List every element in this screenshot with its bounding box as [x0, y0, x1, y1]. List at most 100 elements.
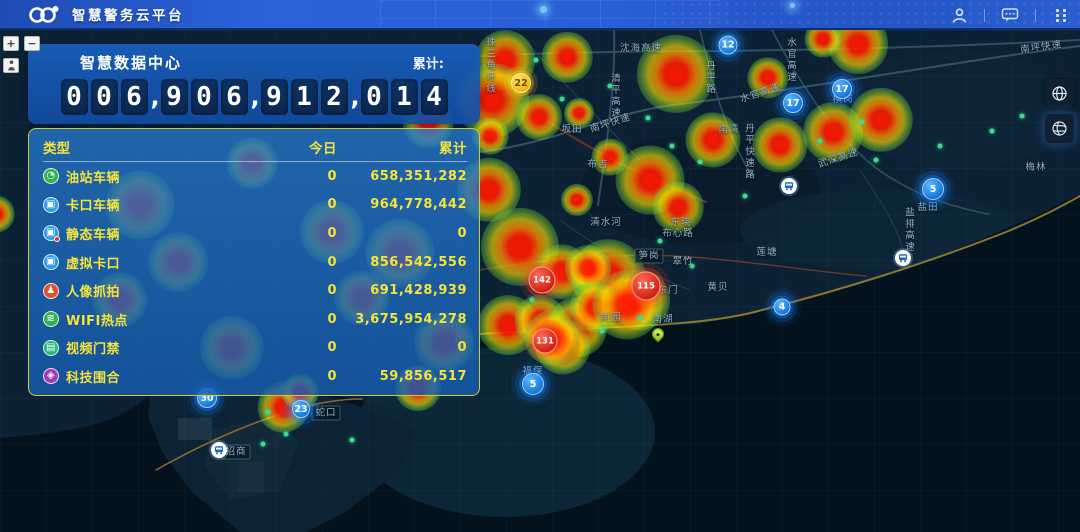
row-label: 油站车辆 — [66, 170, 121, 186]
stats-row[interactable]: ◈ 科技围合 0 59,856,517 — [43, 362, 467, 391]
map-place-label: 布吉 — [587, 159, 609, 170]
stats-row[interactable]: ▤ 视频门禁 0 0 — [43, 334, 467, 363]
locate-button[interactable] — [3, 58, 19, 73]
map-place-label: 水官高速 — [785, 37, 796, 83]
row-today-value: 0 — [327, 340, 337, 356]
row-label: 人像抓拍 — [66, 285, 121, 301]
app-title: 智慧警务云平台 — [72, 8, 184, 24]
cluster-marker[interactable]: 12 — [718, 35, 738, 55]
stats-row[interactable]: ▣ 静态车辆 0 0 — [43, 219, 467, 248]
panel-title: 智慧数据中心 — [80, 54, 183, 72]
map-place-label: 珠三角环线 — [484, 37, 495, 95]
total-label: 累计: — [412, 57, 444, 72]
cluster-marker[interactable]: 115 — [631, 271, 661, 301]
map-place-label: 翠竹 — [672, 256, 694, 267]
camera-dot — [859, 119, 865, 125]
header-divider — [1035, 8, 1036, 22]
camera-dot — [645, 115, 651, 121]
cluster-marker[interactable]: 142 — [528, 266, 556, 294]
globe-style-icon[interactable] — [1045, 114, 1074, 143]
row-total-value: 691,428,939 — [370, 283, 467, 299]
zoom-out-button[interactable]: − — [24, 36, 40, 51]
globe-layers-icon[interactable] — [1045, 79, 1074, 108]
cluster-marker[interactable]: 17 — [783, 93, 803, 113]
zoom-in-button[interactable]: + — [3, 36, 19, 51]
row-today-value: 0 — [327, 197, 337, 213]
camera-dot — [349, 437, 355, 443]
car-icon: ▣ — [43, 196, 59, 213]
counter-digit: 0 — [190, 79, 218, 115]
row-label: WIFI热点 — [66, 313, 128, 329]
map-place-label: 丹平快速路 — [743, 123, 754, 181]
counter-digit: 1 — [290, 79, 318, 115]
header-glow-dot — [790, 3, 795, 8]
cluster-marker[interactable]: 23 — [292, 400, 310, 418]
alert-badge — [54, 236, 60, 243]
camera-dot — [265, 409, 271, 415]
camera-dot — [657, 238, 663, 244]
row-label: 卡口车辆 — [66, 199, 121, 215]
map-place-label: 清平高速 — [609, 73, 620, 119]
location-pin-icon[interactable] — [649, 325, 667, 343]
camera-dot — [937, 143, 943, 149]
camera-dot — [607, 83, 613, 89]
row-today-value: 0 — [327, 168, 337, 184]
counter-digit: 9 — [260, 79, 288, 115]
row-today-value: 0 — [327, 225, 337, 241]
map-place-label: 南湾 — [718, 124, 740, 135]
column-header-total: 累计 — [439, 141, 467, 157]
counter-comma: , — [250, 83, 260, 111]
user-icon[interactable] — [948, 4, 970, 26]
counter-digit: 9 — [160, 79, 188, 115]
car-icon: ▣ — [43, 254, 59, 271]
map-place-label: 梅林 — [1025, 162, 1047, 173]
cluster-marker[interactable]: 17 — [832, 79, 852, 99]
counter-digit: 2 — [320, 79, 348, 115]
camera-dot — [817, 138, 823, 144]
map-place-label: 清水河 — [590, 217, 622, 228]
bus-station-icon[interactable] — [895, 250, 911, 266]
stats-row[interactable]: ▣ 卡口车辆 0 964,778,442 — [43, 191, 467, 220]
camera-dot — [283, 431, 289, 437]
cluster-marker[interactable]: 5 — [522, 373, 544, 395]
chat-icon[interactable] — [999, 4, 1021, 26]
gauge-icon: ◔ — [43, 168, 59, 185]
cluster-marker[interactable]: 4 — [773, 298, 791, 316]
wifi-icon: ≋ — [43, 311, 59, 328]
platform-logo-icon — [26, 3, 62, 25]
cluster-marker[interactable]: 5 — [922, 178, 944, 200]
cluster-marker[interactable]: 22 — [511, 73, 531, 93]
apps-menu-icon[interactable] — [1050, 4, 1072, 26]
row-label: 科技围合 — [66, 370, 121, 386]
camera-dot — [529, 297, 535, 303]
map-place-label: 笋岗 — [634, 248, 664, 264]
bus-station-icon[interactable] — [781, 178, 797, 194]
stats-rows: ◔ 油站车辆 0 658,351,282 ▣ 卡口车辆 0 964,778,442 ▣ 静态车辆 0… — [43, 162, 467, 391]
cluster-marker[interactable]: 131 — [532, 328, 558, 354]
map-place-label: 盐田 — [917, 202, 939, 213]
stats-row[interactable]: ♟ 人像抓拍 0 691,428,939 — [43, 276, 467, 305]
header-glow-dot — [540, 6, 547, 13]
row-today-value: 0 — [327, 254, 337, 270]
camera-dot — [559, 96, 565, 102]
map-place-label: 布心路 — [662, 228, 694, 239]
bus-station-icon[interactable] — [211, 442, 227, 458]
fence-icon: ◈ — [43, 368, 59, 385]
stats-row[interactable]: ▣ 虚拟卡口 0 856,542,556 — [43, 248, 467, 277]
map-place-label: 南园 — [600, 312, 622, 323]
stats-table-panel: 类型 今日 累计 ◔ 油站车辆 0 658,351,282 ▣ 卡口车辆 0 964,778,… — [28, 128, 480, 396]
stats-row[interactable]: ≋ WIFI热点 0 3,675,954,278 — [43, 305, 467, 334]
camera-dot — [873, 157, 879, 163]
row-total-value: 658,351,282 — [370, 168, 467, 184]
map-place-label: 沈海高速 — [619, 43, 663, 54]
stats-row[interactable]: ◔ 油站车辆 0 658,351,282 — [43, 162, 467, 191]
camera-dot — [260, 441, 266, 447]
map-place-label: 丹平路 — [704, 60, 715, 96]
map-place-label: 福保 — [522, 366, 544, 377]
row-total-value: 964,778,442 — [370, 197, 467, 213]
counter-comma: , — [150, 83, 160, 111]
map-place-label: 坂田 — [561, 124, 583, 135]
counter-digit: 6 — [120, 79, 148, 115]
